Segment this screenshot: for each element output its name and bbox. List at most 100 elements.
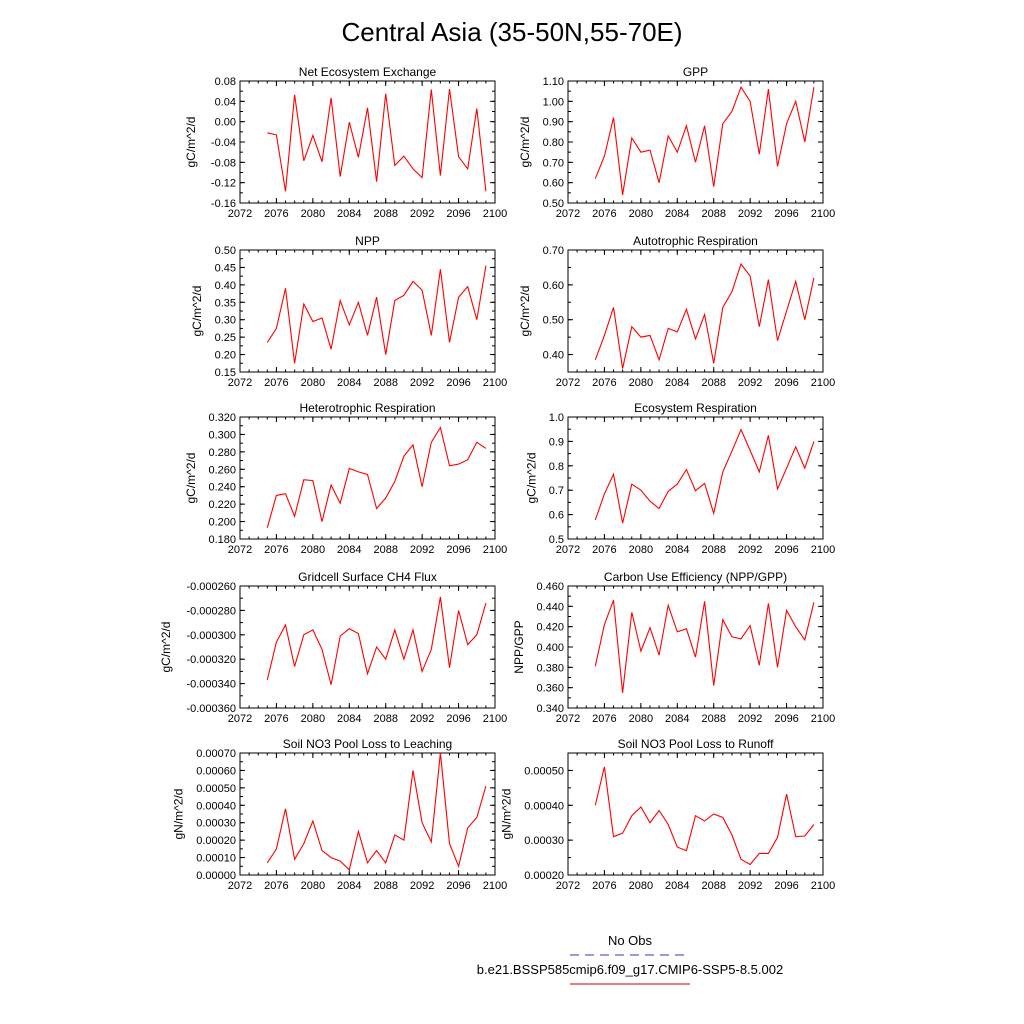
x-tick-label: 2084 bbox=[665, 713, 689, 725]
y-tick-label: 0.60 bbox=[543, 280, 564, 292]
y-axis-label: gN/m^2/d bbox=[500, 789, 514, 840]
x-tick-label: 2092 bbox=[738, 208, 762, 220]
y-tick-label: -0.16 bbox=[211, 198, 236, 210]
x-tick-label: 2072 bbox=[556, 377, 580, 389]
x-tick-label: 2100 bbox=[483, 544, 507, 556]
x-tick-label: 2072 bbox=[228, 208, 252, 220]
y-tick-label: 0.00060 bbox=[196, 765, 236, 777]
panel-title: Autotrophic Respiration bbox=[633, 234, 758, 248]
x-tick-label: 2092 bbox=[738, 880, 762, 892]
y-tick-label: 0.340 bbox=[536, 703, 564, 715]
series-line bbox=[266, 265, 487, 364]
x-tick-label: 2084 bbox=[665, 208, 689, 220]
y-tick-label: 0.40 bbox=[215, 280, 236, 292]
series-line bbox=[267, 89, 487, 192]
x-tick-label: 2092 bbox=[410, 713, 434, 725]
plot-frame bbox=[239, 249, 496, 373]
x-tick-label: 2100 bbox=[483, 377, 507, 389]
y-axis-label: gC/m^2/d bbox=[190, 286, 204, 337]
series-line bbox=[594, 428, 815, 524]
y-tick-label: 0.5 bbox=[549, 534, 564, 546]
plot-frame bbox=[239, 416, 496, 540]
x-tick-label: 2088 bbox=[373, 713, 397, 725]
y-tick-label: -0.08 bbox=[211, 157, 236, 169]
series-line bbox=[266, 596, 487, 685]
x-tick-label: 2072 bbox=[228, 544, 252, 556]
x-tick-label: 2072 bbox=[556, 880, 580, 892]
x-tick-label: 2092 bbox=[738, 544, 762, 556]
y-tick-label: 0.20 bbox=[215, 350, 236, 362]
panel-4: Autotrophic Respiration 2072 2076 2080 2084 2… bbox=[518, 234, 835, 389]
x-tick-label: 2084 bbox=[665, 377, 689, 389]
y-tick-label: 0.00000 bbox=[196, 870, 236, 882]
series-line bbox=[266, 752, 487, 871]
x-tick-label: 2100 bbox=[483, 880, 507, 892]
panel-title: GPP bbox=[683, 65, 708, 79]
x-tick-label: 2080 bbox=[301, 880, 325, 892]
plot-frame bbox=[239, 585, 496, 709]
x-tick-label: 2096 bbox=[446, 880, 470, 892]
y-tick-label: -0.000360 bbox=[186, 703, 236, 715]
x-tick-label: 2076 bbox=[264, 713, 288, 725]
panel-3: NPP 2072 2076 2080 2084 2088 2092 2096 2100 0.15 0… bbox=[190, 234, 507, 389]
y-tick-label: 0.30 bbox=[215, 315, 236, 327]
figure-title: Central Asia (35-50N,55-70E) bbox=[341, 17, 682, 47]
y-tick-label: 0.40 bbox=[543, 350, 564, 362]
x-tick-label: 2080 bbox=[629, 713, 653, 725]
y-tick-label: 0.8 bbox=[549, 461, 564, 473]
panel-title: Heterotrophic Respiration bbox=[299, 401, 435, 415]
x-tick-label: 2084 bbox=[337, 713, 361, 725]
x-tick-label: 2080 bbox=[301, 377, 325, 389]
x-tick-label: 2100 bbox=[811, 208, 835, 220]
plot-frame bbox=[567, 80, 824, 204]
x-tick-label: 2096 bbox=[774, 713, 798, 725]
panel-1: Net Ecosystem Exchange 2072 2076 2080 2084 20… bbox=[184, 65, 507, 220]
x-tick-label: 2072 bbox=[556, 208, 580, 220]
legend-label-no-obs: No Obs bbox=[608, 933, 653, 948]
y-axis-label: gC/m^2/d bbox=[184, 453, 198, 504]
x-tick-label: 2072 bbox=[228, 880, 252, 892]
x-tick-label: 2088 bbox=[701, 713, 725, 725]
x-tick-label: 2084 bbox=[665, 880, 689, 892]
panel-10: Soil NO3 Pool Loss to Runoff 2072 2076 2080… bbox=[500, 737, 836, 892]
plot-frame bbox=[239, 752, 496, 876]
x-tick-label: 2092 bbox=[410, 544, 434, 556]
y-tick-label: 0.00040 bbox=[196, 800, 236, 812]
y-tick-label: 0.360 bbox=[536, 683, 564, 695]
y-tick-label: -0.000320 bbox=[186, 654, 236, 666]
series-line bbox=[266, 426, 487, 528]
x-tick-label: 2076 bbox=[592, 208, 616, 220]
x-tick-label: 2096 bbox=[446, 377, 470, 389]
x-tick-label: 2080 bbox=[629, 544, 653, 556]
y-axis-label: gC/m^2/d bbox=[524, 453, 538, 504]
x-tick-label: 2076 bbox=[264, 377, 288, 389]
x-tick-label: 2076 bbox=[592, 544, 616, 556]
y-axis-label: NPP/GPP bbox=[512, 620, 526, 673]
panel-9: Soil NO3 Pool Loss to Leaching 2072 2076 20… bbox=[172, 737, 508, 892]
y-tick-label: 0.80 bbox=[543, 137, 564, 149]
x-tick-label: 2096 bbox=[774, 544, 798, 556]
y-tick-label: 0.380 bbox=[536, 662, 564, 674]
x-tick-label: 2084 bbox=[337, 377, 361, 389]
y-tick-label: 0.420 bbox=[536, 622, 564, 634]
y-tick-label: 1.00 bbox=[543, 96, 564, 108]
y-tick-label: 0.400 bbox=[536, 642, 564, 654]
series-line bbox=[594, 766, 815, 866]
y-tick-label: -0.12 bbox=[211, 178, 236, 190]
x-tick-label: 2072 bbox=[228, 377, 252, 389]
x-tick-label: 2076 bbox=[264, 208, 288, 220]
x-tick-label: 2084 bbox=[337, 880, 361, 892]
panel-title: NPP bbox=[355, 234, 380, 248]
x-tick-label: 2092 bbox=[410, 880, 434, 892]
x-tick-label: 2076 bbox=[592, 880, 616, 892]
y-tick-label: -0.000300 bbox=[186, 630, 236, 642]
x-tick-label: 2100 bbox=[811, 377, 835, 389]
x-tick-label: 2072 bbox=[556, 713, 580, 725]
y-tick-label: 0.50 bbox=[543, 315, 564, 327]
y-tick-label: 0.260 bbox=[208, 464, 236, 476]
x-tick-label: 2080 bbox=[301, 544, 325, 556]
y-tick-label: 0.90 bbox=[543, 117, 564, 129]
x-tick-label: 2100 bbox=[811, 880, 835, 892]
x-tick-label: 2072 bbox=[228, 713, 252, 725]
